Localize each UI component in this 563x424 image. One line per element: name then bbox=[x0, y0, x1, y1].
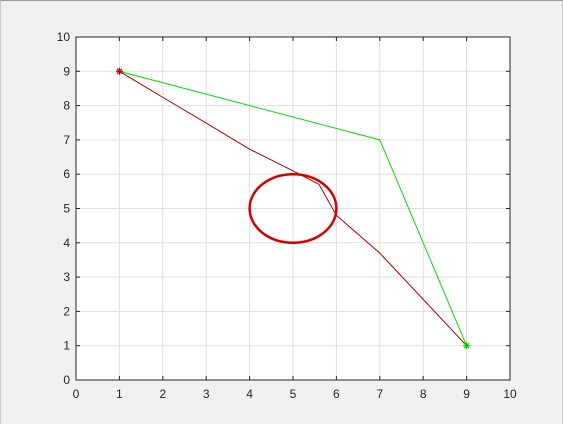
green-path bbox=[119, 70, 468, 346]
asterisk-marker bbox=[463, 342, 471, 350]
y-tick-label: 2 bbox=[63, 304, 70, 318]
x-tick-label: 1 bbox=[116, 387, 123, 401]
y-tick-label: 6 bbox=[63, 167, 70, 181]
asterisk-stroke bbox=[116, 68, 123, 75]
x-tick-label: 3 bbox=[203, 387, 210, 401]
red-path bbox=[119, 70, 467, 347]
y-tick-label: 4 bbox=[63, 236, 70, 250]
y-tick-label: 5 bbox=[63, 202, 70, 216]
series-layer bbox=[115, 67, 471, 350]
y-tick-label: 0 bbox=[63, 373, 70, 387]
x-tick-label: 7 bbox=[376, 387, 383, 401]
y-tick-label: 7 bbox=[63, 133, 70, 147]
x-tick-label: 8 bbox=[420, 387, 427, 401]
x-tick-label: 0 bbox=[73, 387, 80, 401]
tick-labels: 0 1 2 3 4 5 6 7 8 9 10 0 1 2 3 4 5 6 7 8 9 10 bbox=[57, 30, 517, 401]
obstacle-circle bbox=[248, 172, 338, 245]
x-tick-label: 2 bbox=[159, 387, 166, 401]
x-tick-label: 5 bbox=[290, 387, 297, 401]
y-tick-label: 9 bbox=[63, 64, 70, 78]
x-tick-label: 9 bbox=[463, 387, 470, 401]
y-tick-label: 8 bbox=[63, 99, 70, 113]
x-tick-label: 6 bbox=[333, 387, 340, 401]
asterisk-stroke bbox=[463, 342, 470, 349]
x-tick-label: 10 bbox=[503, 387, 517, 401]
x-tick-label: 4 bbox=[246, 387, 253, 401]
axes-box bbox=[75, 36, 511, 381]
y-tick-label: 1 bbox=[63, 339, 70, 353]
asterisk-marker bbox=[115, 67, 123, 75]
y-tick-label: 3 bbox=[63, 270, 70, 284]
y-tick-label: 10 bbox=[57, 30, 71, 44]
